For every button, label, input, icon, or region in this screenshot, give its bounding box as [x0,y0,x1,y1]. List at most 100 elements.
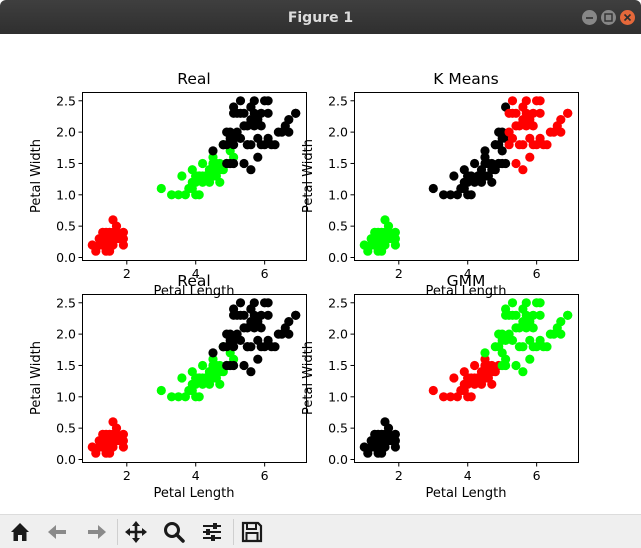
data-point [528,108,538,118]
data-point [525,354,535,364]
data-point [445,392,456,402]
data-point [180,392,190,402]
title-bar[interactable]: Figure 1 [0,0,641,34]
x-tick-label: 4 [192,468,200,483]
data-point [246,367,256,377]
data-point [101,429,111,439]
data-point [284,329,294,339]
data-point [514,342,525,352]
data-point [504,329,514,339]
data-point [480,152,490,162]
y-tick-label: 0.5 [328,421,348,436]
scatter-points [359,96,573,256]
data-point [521,298,531,308]
axes-frame [354,294,579,463]
data-point [383,423,394,433]
x-tick-label: 6 [533,468,541,483]
data-point [373,227,383,237]
data-point [452,190,462,200]
configure-subplots-button[interactable] [198,518,226,546]
data-point [480,171,490,181]
y-tick-label: 0.0 [328,250,348,265]
data-point [428,385,438,396]
data-point [538,140,549,150]
data-point [291,108,301,118]
data-point [156,183,166,194]
data-point [229,360,239,371]
data-point [194,392,204,402]
x-tick-label: 6 [261,468,269,483]
data-point [242,140,252,150]
data-point [263,96,273,106]
x-axis-label: Petal Length [153,284,234,299]
back-button[interactable] [44,518,72,546]
data-point [187,379,197,389]
data-point [373,246,383,256]
x-axis-label: Petal Length [425,486,506,501]
pan-button[interactable] [122,518,150,546]
data-point [528,342,538,352]
data-point [239,360,249,371]
data-point [535,96,545,106]
zoom-button[interactable] [160,518,188,546]
axes-frame [354,92,579,261]
y-tick-label: 0.5 [328,219,348,234]
data-point [535,298,545,308]
back-arrow-icon [48,525,66,539]
data-point [504,108,514,118]
data-point [445,190,456,200]
home-button[interactable] [6,518,34,546]
data-point [101,448,111,458]
data-point [229,158,239,169]
data-point [266,140,277,150]
data-point [177,373,187,383]
data-point [225,335,235,345]
data-point [518,165,528,175]
data-point [383,221,394,231]
data-point [87,442,97,452]
data-point [563,310,573,320]
data-point [208,348,218,358]
x-tick-label: 4 [464,468,472,483]
scatter-points [87,298,301,458]
data-point [291,310,301,320]
data-point [514,140,525,150]
close-button[interactable] [620,10,635,25]
data-point [538,342,549,352]
data-point [222,158,232,169]
subplot-1: 2 4 6 0.0 0.5 1.0 1.5 2.0 2.5 Petal Length Petal W… [29,92,307,299]
data-point [556,115,566,125]
toolbar-separator [233,519,234,545]
maximize-button[interactable] [601,10,616,25]
subplot-4: 2 4 6 0.0 0.5 1.0 1.5 2.0 2.5 Petal Length Petal W… [301,294,579,501]
save-button[interactable] [238,518,266,546]
data-point [525,152,535,162]
data-point [235,96,246,106]
data-point [390,436,400,446]
data-point [390,234,400,244]
data-point [521,96,531,106]
data-point [208,171,218,181]
data-point [511,158,521,169]
data-point [235,298,246,308]
zoom-magnifier-icon [164,522,185,543]
forward-button[interactable] [82,518,110,546]
data-point [511,310,521,320]
figure-canvas[interactable]: 2 4 6 0.0 0.5 1.0 1.5 2.0 2.5 Petal Length Petal W… [0,34,641,514]
data-point [556,329,566,339]
y-tick-label: 1.0 [56,187,76,202]
minimize-button[interactable] [582,10,597,25]
data-point [263,298,273,308]
minimize-icon [586,17,593,19]
maximize-icon [604,13,613,22]
data-point [218,140,228,150]
y-tick-label: 2.0 [328,327,348,342]
data-point [277,329,287,339]
data-point [246,165,256,175]
x-axis-label: Petal Length [153,486,234,501]
navigation-toolbar [0,514,641,548]
data-point [504,310,514,320]
y-tick-label: 1.0 [56,389,76,404]
data-point [487,379,497,389]
